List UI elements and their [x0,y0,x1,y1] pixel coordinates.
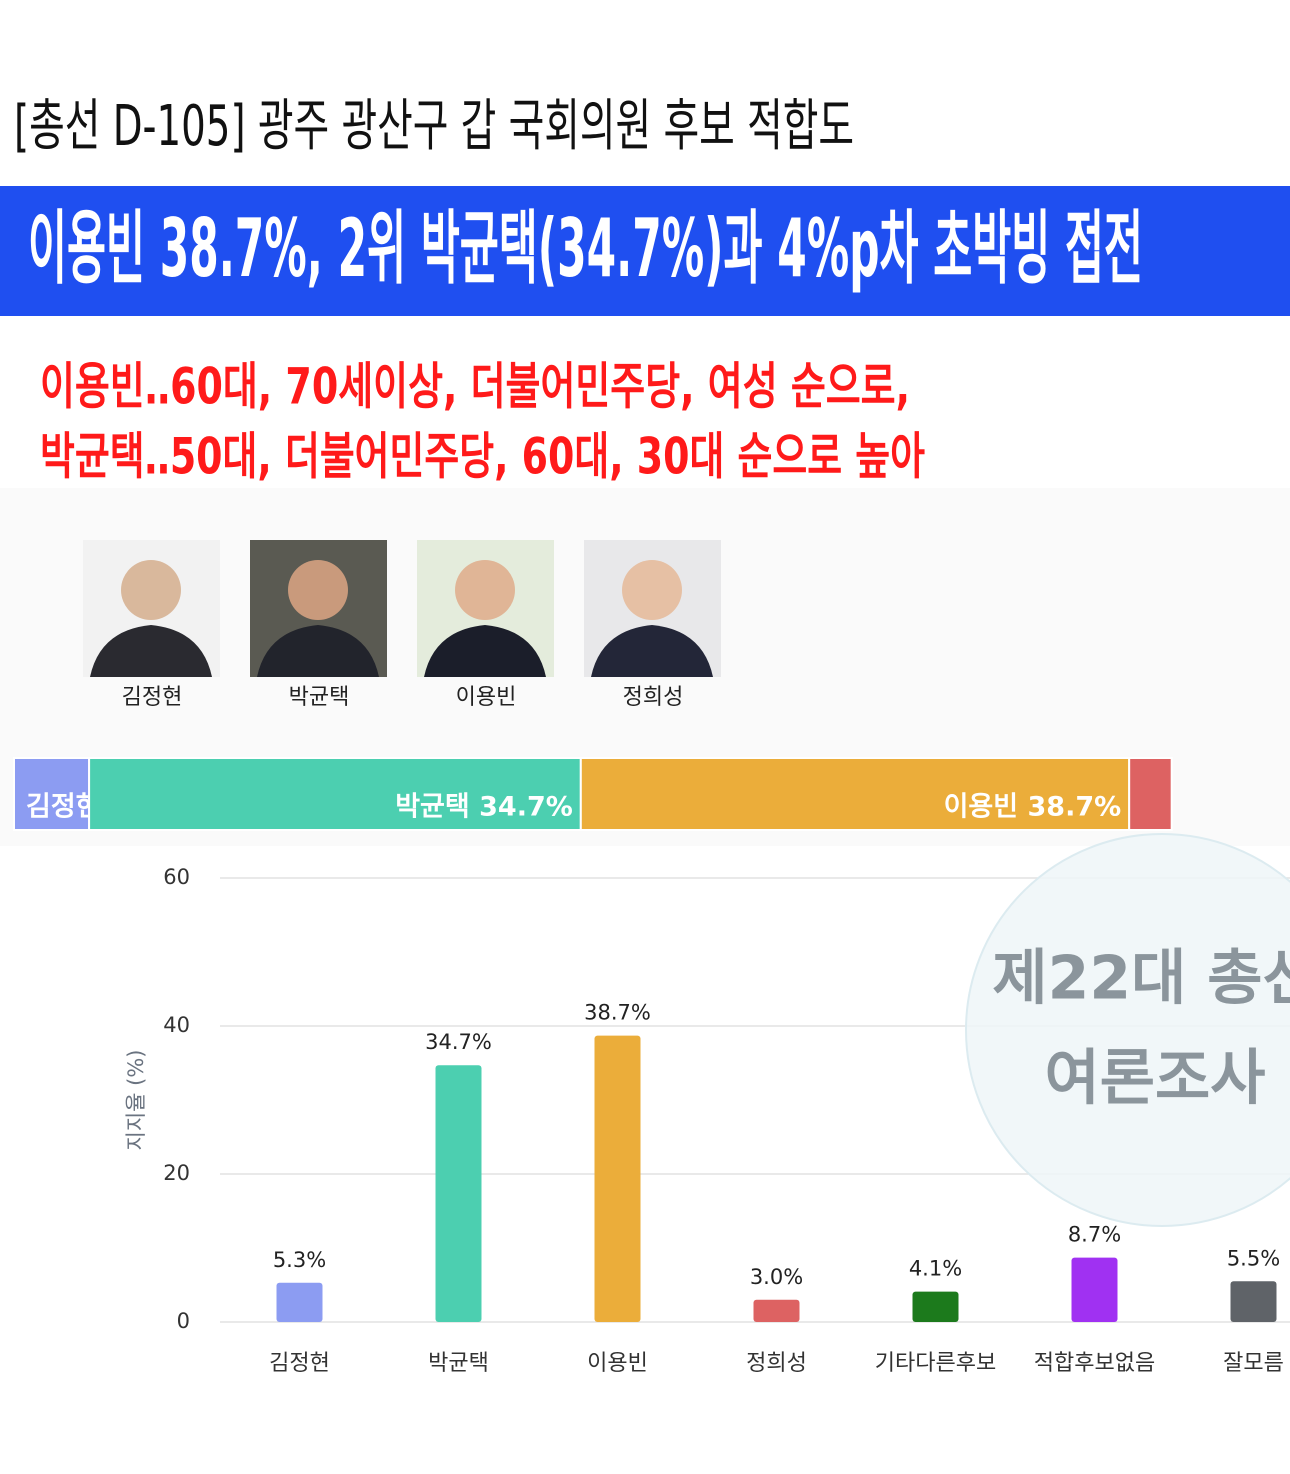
x-tick-label: 김정현 [269,1351,330,1376]
y-tick-label: 40 [163,1013,190,1037]
bar [912,1291,959,1322]
title: [총선 D-105] 광주 광산구 갑 국회의원 후보 적합도 [14,94,854,159]
y-tick-label: 0 [177,1309,190,1333]
bar [435,1065,482,1322]
x-tick-label: 적합후보없음 [1034,1351,1155,1376]
x-tick-label: 정희성 [746,1351,807,1376]
x-tick-label: 잘모름 [1223,1351,1284,1376]
y-tick-label: 60 [163,865,190,889]
x-tick-label: 기타다른후보 [875,1351,996,1376]
bar-chart: 0 20 40 60 지지율 (%) 5.3% 김정현 34.7% 박균택 38.7% 이용빈 3.0… [124,865,1290,1376]
stack-label: 이용빈 38.7% [944,792,1122,823]
headline: 이용빈 38.7%, 2위 박균택(34.7%)과 4%p차 초박빙 접전 [28,202,1143,295]
watermark-text: 제22대 총선 [992,944,1290,1014]
stacked-bar: 김정현 5.3%박균택 34.7%이용빈 38.7% [13,757,1173,831]
photo-name: 정희성 [623,685,684,710]
stack-segment [1128,757,1173,831]
bar [594,1035,641,1322]
photo [83,540,220,677]
bar [753,1299,800,1322]
value-label: 3.0% [750,1265,803,1289]
value-label: 34.7% [425,1030,492,1054]
value-label: 38.7% [584,1001,651,1025]
headline-band [0,186,1290,316]
stack-label: 박균택 34.7% [395,792,573,823]
value-label: 8.7% [1068,1223,1121,1247]
x-tick-label: 이용빈 [587,1351,648,1376]
photo [250,540,387,677]
bar [276,1282,323,1322]
photo-name: 이용빈 [456,685,517,710]
subhead: 박균택‥50대, 더불어민주당, 60대, 30대 순으로 높아 [40,428,925,486]
photo [584,540,721,677]
bar [1230,1281,1277,1322]
y-tick-label: 20 [163,1161,190,1185]
value-label: 5.3% [273,1248,326,1272]
subhead: 이용빈‥60대, 70세이상, 더불어민주당, 여성 순으로, [40,358,910,416]
stack-segment [88,757,582,831]
bar [1071,1257,1118,1322]
stack-segment [579,757,1131,831]
photo-name: 김정현 [122,685,183,710]
watermark-text: 여론조사 [1045,1044,1266,1114]
x-tick-label: 박균택 [428,1351,489,1376]
photo-name: 박균택 [289,685,350,710]
y-axis-label: 지지율 (%) [124,1050,148,1151]
value-label: 4.1% [909,1257,962,1281]
value-label: 5.5% [1227,1246,1280,1270]
photo [417,540,554,677]
